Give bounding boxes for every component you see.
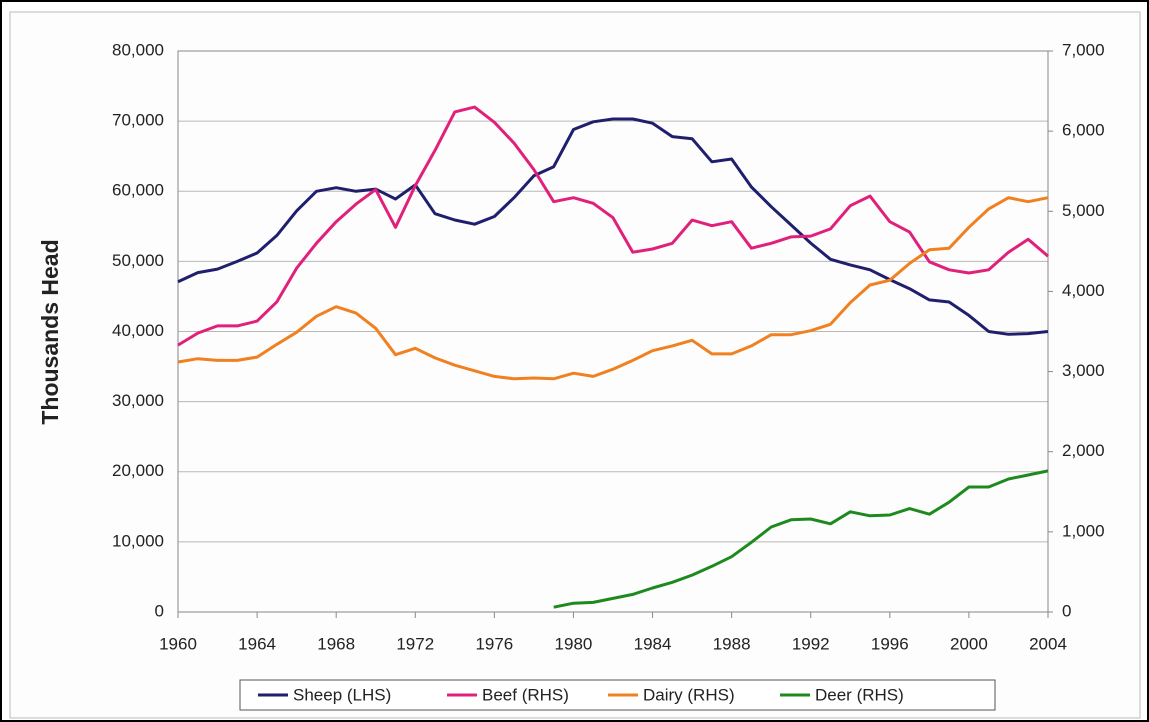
y2-tick-label: 5,000 — [1062, 201, 1105, 220]
y2-tick-label: 6,000 — [1062, 121, 1105, 140]
x-tick-label: 1988 — [713, 634, 751, 653]
series-line — [177, 196, 1049, 381]
x-tick-label: 1968 — [317, 634, 355, 653]
x-tick-label: 2000 — [950, 634, 988, 653]
y-tick-label: 40,000 — [112, 321, 164, 340]
x-tick-label: 1996 — [871, 634, 909, 653]
y-tick-label: 20,000 — [112, 461, 164, 480]
x-tick-label: 1964 — [238, 634, 276, 653]
series-line — [553, 469, 1049, 609]
y-tick-label: 30,000 — [112, 391, 164, 410]
x-tick-label: 1992 — [792, 634, 830, 653]
x-tick-label: 1984 — [634, 634, 672, 653]
x-tick-label: 1972 — [396, 634, 434, 653]
series-line — [177, 105, 1049, 347]
y-tick-label: 60,000 — [112, 181, 164, 200]
y2-tick-label: 7,000 — [1062, 40, 1105, 59]
legend-label: Beef (RHS) — [482, 685, 569, 704]
y2-tick-label: 2,000 — [1062, 441, 1105, 460]
y-tick-label: 0 — [155, 601, 164, 620]
legend-label: Deer (RHS) — [815, 685, 904, 704]
y2-tick-label: 0 — [1062, 601, 1071, 620]
legend-label: Sheep (LHS) — [293, 685, 391, 704]
y2-tick-label: 3,000 — [1062, 361, 1105, 380]
y-axis-title: Thousands Head — [37, 239, 63, 424]
y-tick-label: 50,000 — [112, 251, 164, 270]
x-tick-label: 1976 — [475, 634, 513, 653]
y-tick-label: 10,000 — [112, 531, 164, 550]
legend-label: Dairy (RHS) — [643, 685, 735, 704]
x-tick-label: 1980 — [555, 634, 593, 653]
y2-tick-label: 1,000 — [1062, 521, 1105, 540]
y2-tick-label: 4,000 — [1062, 281, 1105, 300]
series-line — [177, 117, 1049, 336]
x-tick-label: 1960 — [159, 634, 197, 653]
y-tick-label: 80,000 — [112, 40, 164, 59]
y-tick-label: 70,000 — [112, 111, 164, 130]
x-tick-label: 2004 — [1029, 634, 1067, 653]
